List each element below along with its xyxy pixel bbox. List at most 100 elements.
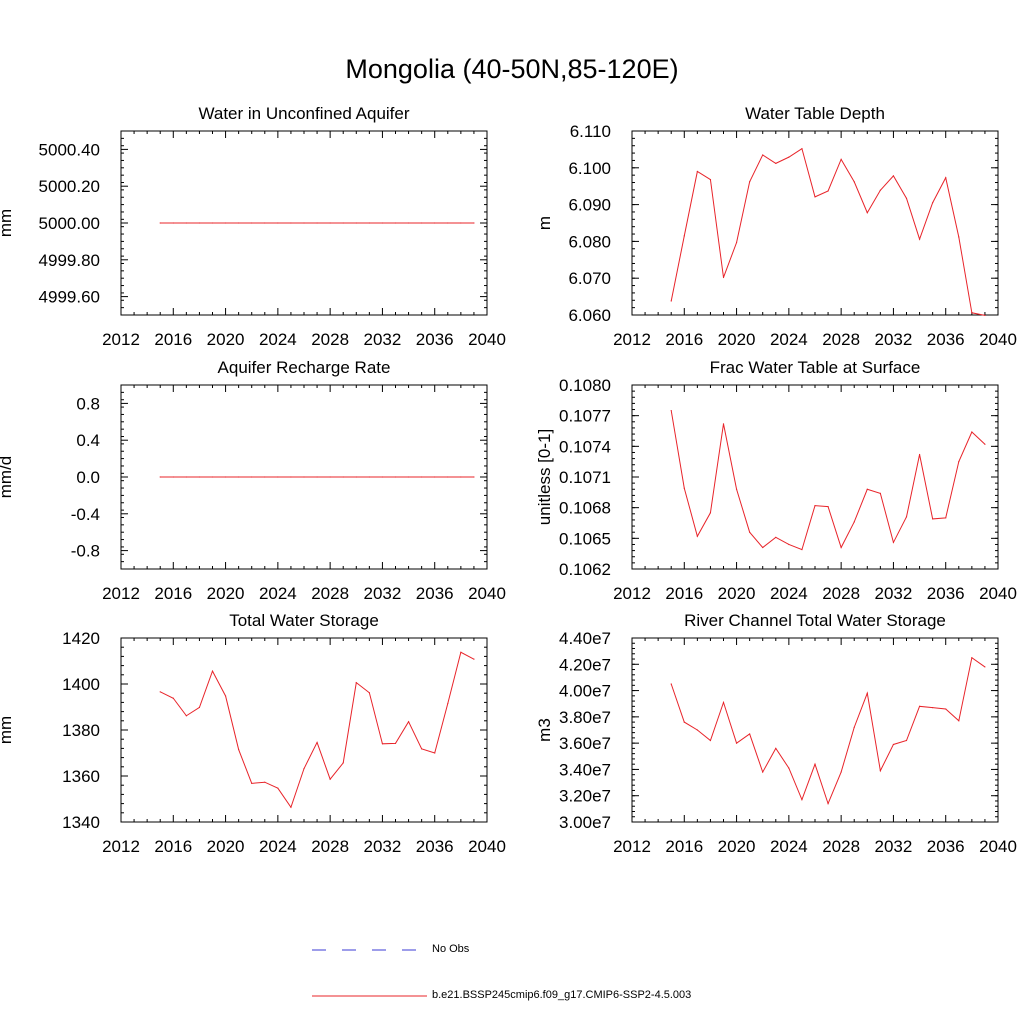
x-tick-label: 2032	[364, 837, 402, 856]
x-tick-label: 2036	[927, 330, 965, 349]
y-tick-label: 4.00e7	[559, 682, 611, 701]
data-point	[918, 453, 921, 456]
data-point	[879, 492, 881, 494]
x-tick-label: 2028	[311, 837, 349, 856]
y-axis-label: unitless [0-1]	[535, 429, 554, 525]
data-point	[788, 156, 790, 158]
data-point	[971, 431, 973, 433]
x-tick-label: 2040	[468, 837, 506, 856]
data-point	[264, 476, 266, 478]
data-point	[421, 748, 423, 750]
data-point	[238, 748, 240, 751]
x-tick-label: 2024	[770, 837, 808, 856]
x-tick-label: 2024	[770, 330, 808, 349]
x-tick-label: 2032	[875, 584, 913, 603]
data-point	[355, 222, 357, 224]
panel-5: Total Water Storage mm 2012 2016 2020 2024 202…	[0, 611, 506, 856]
data-point	[159, 476, 161, 478]
x-tick-label: 2016	[665, 330, 703, 349]
data-point	[853, 181, 855, 183]
data-point	[945, 708, 947, 710]
data-point	[827, 190, 829, 192]
data-point	[840, 771, 842, 773]
data-point	[460, 476, 462, 478]
data-point	[696, 729, 698, 731]
data-point	[722, 423, 725, 425]
y-axis-label: mm/d	[0, 456, 15, 499]
data-point	[159, 691, 161, 693]
y-tick-label: 0.1062	[559, 560, 611, 579]
data-point	[709, 512, 712, 514]
x-tick-label: 2028	[822, 837, 860, 856]
data-point	[814, 763, 816, 765]
y-tick-label: 4999.80	[39, 251, 100, 270]
data-point	[473, 222, 475, 224]
data-point	[905, 739, 908, 742]
y-tick-label: 0.0	[76, 468, 100, 487]
data-point	[788, 767, 790, 769]
x-tick-label: 2032	[364, 584, 402, 603]
data-point	[172, 697, 174, 699]
data-point	[670, 409, 672, 412]
data-point	[971, 657, 973, 659]
plot-frame	[631, 384, 999, 570]
y-tick-label: 0.1074	[559, 437, 611, 456]
x-tick-label: 2020	[207, 330, 245, 349]
data-point	[329, 476, 331, 478]
y-tick-label: 5000.00	[39, 214, 100, 233]
data-point	[368, 476, 370, 478]
data-point	[251, 476, 253, 478]
data-point	[172, 222, 174, 224]
data-point	[224, 222, 227, 224]
data-point	[355, 682, 357, 684]
data-point	[277, 222, 279, 224]
y-tick-label: 0.1080	[559, 376, 611, 395]
data-point	[434, 222, 436, 224]
y-tick-label: 3.00e7	[559, 813, 611, 832]
panel-1: Water in Unconfined Aquifer mm 2012 2016 202…	[0, 104, 506, 349]
x-tick-label: 2016	[154, 330, 192, 349]
data-point	[749, 733, 751, 735]
data-point	[460, 651, 462, 653]
data-point	[971, 312, 973, 314]
data-point	[277, 787, 279, 789]
data-point	[381, 476, 384, 478]
data-point	[224, 695, 227, 697]
y-tick-label: 0.1071	[559, 468, 611, 487]
data-point	[251, 222, 253, 224]
data-point	[945, 177, 947, 179]
y-tick-label: -0.4	[71, 505, 100, 524]
data-point	[866, 692, 868, 694]
y-tick-label: 0.8	[76, 394, 100, 413]
x-tick-label: 2012	[102, 837, 140, 856]
x-tick-label: 2032	[875, 330, 913, 349]
data-point	[303, 222, 305, 224]
data-point	[827, 506, 829, 508]
x-tick-label: 2028	[311, 584, 349, 603]
data-point	[762, 154, 764, 156]
data-point	[342, 476, 344, 478]
data-point	[368, 222, 370, 224]
legend-lines	[312, 949, 427, 997]
panel-title: Water Table Depth	[745, 104, 885, 123]
panel-title: Frac Water Table at Surface	[710, 358, 921, 377]
x-tick-label: 2012	[102, 584, 140, 603]
x-tick-label: 2028	[822, 584, 860, 603]
plot-frame	[120, 637, 488, 823]
data-point	[329, 778, 331, 780]
y-tick-label: 4.40e7	[559, 629, 611, 648]
x-tick-label: 2036	[927, 837, 965, 856]
y-tick-label: 1420	[62, 629, 100, 648]
data-point	[735, 488, 738, 490]
data-point	[932, 707, 934, 709]
data-point	[722, 276, 725, 279]
x-tick-label: 2032	[364, 330, 402, 349]
y-tick-label: 6.080	[568, 232, 611, 251]
data-point	[788, 543, 790, 546]
x-tick-label: 2040	[468, 584, 506, 603]
data-point	[198, 476, 201, 478]
x-tick-label: 2036	[927, 584, 965, 603]
data-point	[342, 762, 344, 764]
x-tick-label: 2020	[718, 837, 756, 856]
data-point	[159, 222, 161, 224]
